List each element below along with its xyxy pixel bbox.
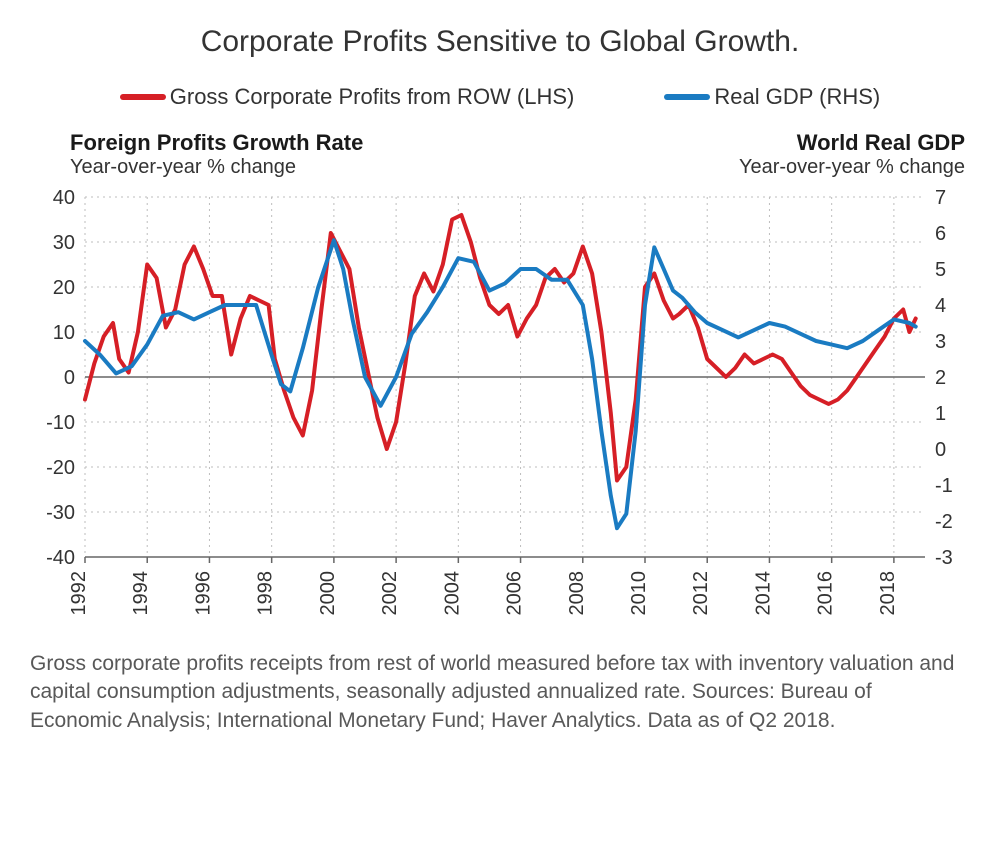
- axis-headers: Foreign Profits Growth Rate Year-over-ye…: [30, 130, 970, 179]
- svg-text:10: 10: [53, 322, 75, 344]
- svg-text:2018: 2018: [877, 571, 899, 616]
- svg-text:-2: -2: [935, 511, 953, 533]
- svg-text:30: 30: [53, 232, 75, 254]
- left-axis-subtitle: Year-over-year % change: [70, 156, 363, 179]
- svg-text:20: 20: [53, 277, 75, 299]
- svg-text:6: 6: [935, 223, 946, 245]
- legend-item-gdp: Real GDP (RHS): [664, 84, 880, 110]
- svg-text:1994: 1994: [130, 571, 152, 616]
- svg-text:2: 2: [935, 367, 946, 389]
- svg-text:0: 0: [935, 439, 946, 461]
- svg-text:2014: 2014: [752, 571, 774, 616]
- svg-text:40: 40: [53, 187, 75, 209]
- chart-svg: 403020100-10-20-30-4076543210-1-2-319921…: [30, 187, 970, 617]
- svg-text:3: 3: [935, 331, 946, 353]
- svg-text:-10: -10: [46, 412, 75, 434]
- legend-swatch-profits: [120, 94, 166, 100]
- svg-text:1: 1: [935, 403, 946, 425]
- svg-text:2012: 2012: [690, 571, 712, 616]
- right-axis-subtitle: Year-over-year % change: [739, 156, 965, 179]
- right-axis-header: World Real GDP Year-over-year % change: [739, 130, 965, 179]
- legend: Gross Corporate Profits from ROW (LHS) R…: [30, 84, 970, 110]
- svg-text:2010: 2010: [628, 571, 650, 616]
- footnote: Gross corporate profits receipts from re…: [30, 650, 970, 735]
- svg-text:-30: -30: [46, 502, 75, 524]
- svg-text:2002: 2002: [379, 571, 401, 616]
- svg-text:-3: -3: [935, 547, 953, 569]
- svg-text:-1: -1: [935, 475, 953, 497]
- svg-text:2000: 2000: [317, 571, 339, 616]
- svg-text:1992: 1992: [68, 571, 90, 616]
- legend-swatch-gdp: [664, 94, 710, 100]
- right-axis-title: World Real GDP: [739, 130, 965, 156]
- svg-text:1996: 1996: [192, 571, 214, 616]
- svg-text:4: 4: [935, 295, 946, 317]
- svg-text:2016: 2016: [815, 571, 837, 616]
- chart-title: Corporate Profits Sensitive to Global Gr…: [30, 25, 970, 59]
- left-axis-header: Foreign Profits Growth Rate Year-over-ye…: [70, 130, 363, 179]
- svg-text:0: 0: [64, 367, 75, 389]
- svg-text:-40: -40: [46, 547, 75, 569]
- legend-item-profits: Gross Corporate Profits from ROW (LHS): [120, 84, 575, 110]
- svg-text:-20: -20: [46, 457, 75, 479]
- svg-text:1998: 1998: [255, 571, 277, 616]
- svg-text:2008: 2008: [566, 571, 588, 616]
- legend-label-gdp: Real GDP (RHS): [714, 84, 880, 110]
- legend-label-profits: Gross Corporate Profits from ROW (LHS): [170, 84, 575, 110]
- svg-text:5: 5: [935, 259, 946, 281]
- chart-area: 403020100-10-20-30-4076543210-1-2-319921…: [30, 187, 970, 622]
- left-axis-title: Foreign Profits Growth Rate: [70, 130, 363, 156]
- svg-text:2004: 2004: [441, 571, 463, 616]
- svg-text:7: 7: [935, 187, 946, 209]
- svg-text:2006: 2006: [504, 571, 526, 616]
